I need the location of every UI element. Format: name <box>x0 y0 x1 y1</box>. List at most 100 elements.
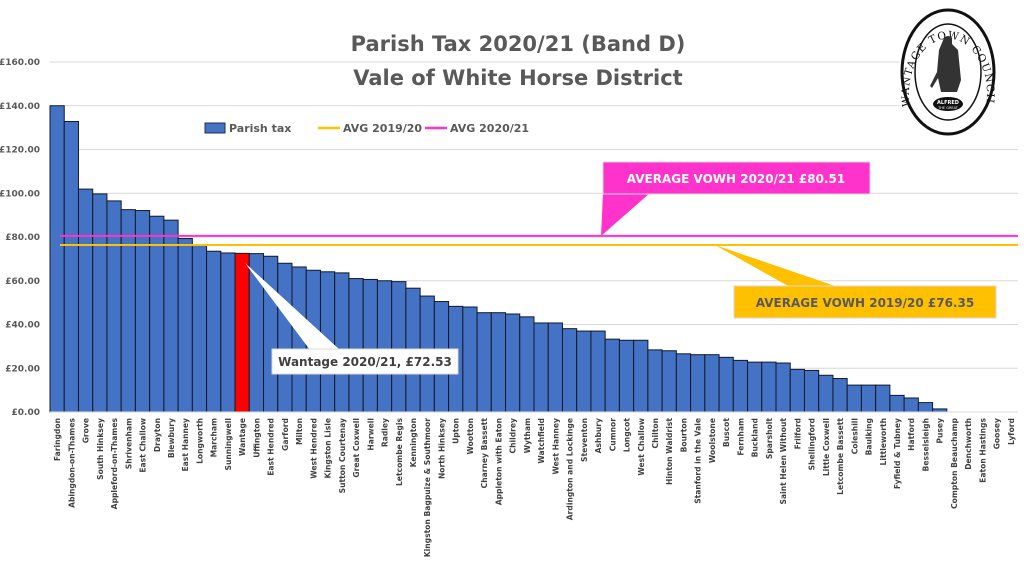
bar-saint-helen-without <box>775 362 791 413</box>
legend: Parish tax AVG 2019/20 AVG 2020/21 <box>204 122 529 135</box>
average-lines <box>60 234 1018 246</box>
bar-coleshill <box>846 384 862 413</box>
wantage-town-council-logo: WANTAGE TOWN COUNCIL ALFRED THE GREAT <box>900 8 1022 140</box>
x-tick-label: Coleshill <box>850 418 859 454</box>
bar-hinton-waldrist <box>661 350 677 413</box>
x-tick-label: Woolstone <box>708 418 717 463</box>
bar-buckland <box>747 361 763 413</box>
bar-wytham <box>519 316 535 413</box>
x-tick-label: Shellingford <box>808 418 817 470</box>
bar-watchfield <box>533 322 549 413</box>
y-tick-label: £60.00 <box>5 277 40 287</box>
y-tick-label: £120.00 <box>0 146 40 156</box>
bar-steventon <box>576 330 592 413</box>
x-tick-label: East Hendred <box>267 418 276 476</box>
x-tick-label: Stanford in the Vale <box>694 418 703 504</box>
x-tick-label: Sutton Courtenay <box>338 418 347 493</box>
x-tick-label: Pusey <box>936 418 945 444</box>
x-tick-label: Besselsleigh <box>921 418 930 471</box>
callout-pointer <box>601 193 650 236</box>
legend-swatch-parish-tax <box>204 122 226 134</box>
bar-appleford-on-thames <box>106 200 122 413</box>
x-tick-label: Garford <box>281 418 290 451</box>
x-tick-label: Radley <box>381 418 390 447</box>
bar-sparsholt <box>761 361 777 413</box>
bar-shrivenham <box>120 209 136 413</box>
x-tick-label: Drayton <box>153 418 162 452</box>
x-tick-label: Letcombe Regis <box>395 418 404 487</box>
x-tick-label: Kingston Lisle <box>324 418 333 478</box>
bar-east-hanney <box>177 238 193 413</box>
y-tick-label: £100.00 <box>0 189 40 199</box>
callout-box <box>271 348 459 375</box>
bar-garford <box>277 262 293 413</box>
bar-radley <box>376 280 393 413</box>
x-tick-label: Littleworth <box>879 418 888 465</box>
y-tick-label: £160.00 <box>0 58 40 68</box>
x-tick-label: Hatford <box>907 418 916 451</box>
x-tick-label: Blewbury <box>167 418 176 458</box>
y-tick-label: £40.00 <box>5 321 40 331</box>
bar-besselsleigh <box>917 402 934 413</box>
chart-title: Parish Tax 2020/21 (Band D) <box>351 32 686 56</box>
y-tick-label: £80.00 <box>5 233 40 243</box>
x-tick-label: Marcham <box>210 418 219 457</box>
x-tick-label: Kennington <box>409 418 418 467</box>
x-tick-label: Buscot <box>722 418 731 447</box>
bar-buscot <box>718 356 734 413</box>
x-tick-label: Frilford <box>793 418 802 449</box>
bar-longworth <box>191 244 208 413</box>
bar-marcham <box>206 250 222 413</box>
x-tick-label: Baulking <box>865 418 874 455</box>
x-tick-label: Uffington <box>252 418 261 458</box>
svg-text:THE GREAT: THE GREAT <box>937 106 959 110</box>
bar-sutton-courtenay <box>334 272 350 413</box>
x-tick-label: Steventon <box>580 418 589 462</box>
x-tick-label: Sunningwell <box>224 418 233 471</box>
x-tick-label: South Hinksey <box>96 418 105 480</box>
callout-box <box>602 161 871 195</box>
bar-grove <box>77 188 94 413</box>
bar-appleton-with-eaton <box>490 312 507 413</box>
x-tick-label: Wantage <box>238 418 247 456</box>
x-tick-label: East Challow <box>139 418 148 473</box>
bar-littleworth <box>875 384 891 413</box>
x-tick-label: Kingston Bagpuize & Southmoor <box>423 418 432 557</box>
x-tick-label: Fernham <box>736 418 745 456</box>
bar-west-challow <box>633 339 649 413</box>
legend-label-avg-2020: AVG 2020/21 <box>450 122 529 135</box>
x-tick-label: Charney Bassett <box>480 418 489 489</box>
x-tick-label: Compton Beauchamp <box>950 417 959 508</box>
x-tick-label: Upton <box>452 418 461 444</box>
bar-fyfield-tubney <box>889 394 905 413</box>
x-tick-label: East Hanney <box>181 418 190 472</box>
bar-letcombe-bassett <box>832 378 848 413</box>
bar-wootton <box>462 306 478 413</box>
bar-south-hinksey <box>92 193 108 413</box>
callout-text: AVERAGE VOWH 2020/21 £80.51 <box>627 172 845 186</box>
bar-abingdon-on-thames <box>63 121 79 413</box>
bar-ashbury <box>590 330 606 413</box>
x-tick-label: Sparsholt <box>765 418 774 460</box>
bar-charney-bassett <box>476 312 492 413</box>
bars <box>49 105 948 413</box>
callout-pointer <box>245 263 340 350</box>
bar-blewbury <box>163 219 179 413</box>
callout-wantage: Wantage 2020/21, £72.53 <box>245 263 459 375</box>
bar-wantage <box>234 252 250 413</box>
x-tick-label: Letcombe Bassett <box>836 418 845 495</box>
x-tick-label: Shrivenham <box>124 418 133 469</box>
callout-text: Wantage 2020/21, £72.53 <box>278 355 452 369</box>
bar-hatford <box>903 397 919 413</box>
y-axis: £0.00 £20.00 £40.00 £60.00 £80.00 £100.00 £120… <box>0 58 40 418</box>
x-tick-label: Ashbury <box>594 418 603 453</box>
x-tick-label: Saint Helen Without <box>779 418 788 505</box>
chart-subtitle: Vale of White Horse District <box>353 66 682 90</box>
bar-harwell <box>362 278 378 413</box>
bar-great-coxwell <box>348 278 364 413</box>
x-tick-label: Longcot <box>623 418 632 453</box>
x-tick-label: Hinton Waldrist <box>665 418 674 485</box>
bar-stanford-in-the-vale <box>690 354 706 413</box>
y-tick-label: £0.00 <box>12 408 40 418</box>
